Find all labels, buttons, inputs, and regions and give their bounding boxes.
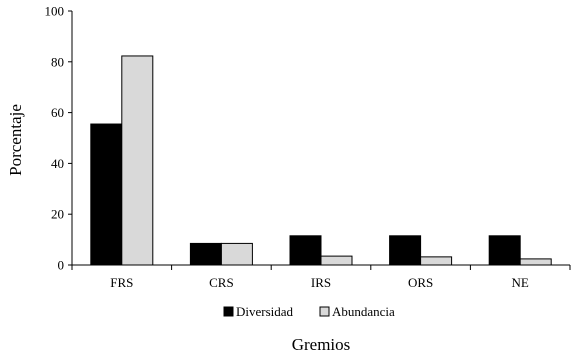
bars <box>90 55 552 266</box>
y-tick-label: 100 <box>45 4 65 19</box>
x-tick-label: IRS <box>311 275 331 290</box>
y-tick-label: 40 <box>51 156 64 171</box>
legend-swatch-diversidad <box>223 306 234 317</box>
axes: 0 20 40 60 80 100 <box>45 4 571 273</box>
category-labels: FRS CRS IRS ORS NE <box>110 275 529 290</box>
x-tick-label: FRS <box>110 275 133 290</box>
bar-diversidad-crs <box>189 242 222 266</box>
y-axis-title: Porcentaje <box>6 104 25 176</box>
y-tick-label: 60 <box>51 105 64 120</box>
x-tick-label: NE <box>512 275 529 290</box>
x-tick-label: ORS <box>408 275 433 290</box>
bar-diversidad-ne <box>488 235 521 266</box>
legend-label-diversidad: Diversidad <box>236 304 294 319</box>
bar-diversidad-irs <box>289 235 322 266</box>
bar-abundancia-ors <box>420 256 453 266</box>
bar-diversidad-frs <box>90 123 123 266</box>
legend-swatch-abundancia <box>319 306 330 317</box>
bar-abundancia-crs <box>220 242 253 266</box>
bar-abundancia-frs <box>121 55 154 266</box>
bar-diversidad-ors <box>389 235 422 266</box>
y-tick-label: 0 <box>58 258 65 273</box>
y-tick-label: 80 <box>51 54 64 69</box>
x-axis-title: Gremios <box>292 335 351 354</box>
legend: Diversidad Abundancia <box>223 304 395 319</box>
legend-label-abundancia: Abundancia <box>332 304 395 319</box>
y-tick-label: 20 <box>51 207 64 222</box>
bar-abundancia-ne <box>519 258 552 266</box>
x-tick-label: CRS <box>209 275 234 290</box>
bar-abundancia-irs <box>320 255 353 266</box>
